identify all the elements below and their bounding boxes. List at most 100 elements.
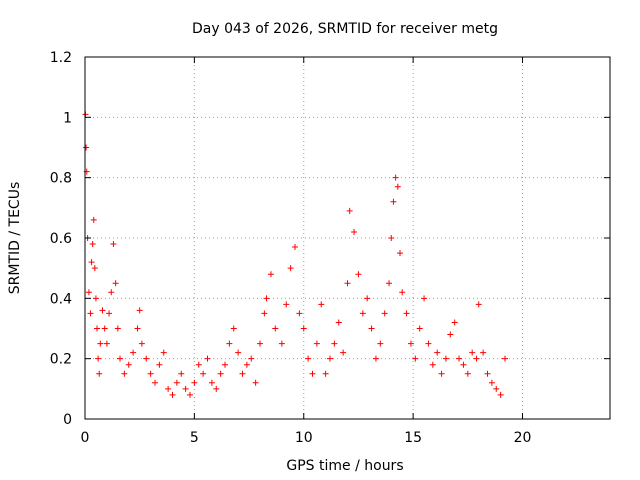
data-point xyxy=(83,144,90,151)
data-point xyxy=(460,361,467,368)
data-point xyxy=(90,216,97,223)
data-point xyxy=(88,259,95,266)
grid-lines xyxy=(85,57,610,419)
data-point xyxy=(322,370,329,377)
data-point xyxy=(390,198,397,205)
data-point xyxy=(429,361,436,368)
data-point xyxy=(112,280,119,287)
y-tick-labels: 0 0.2 0.4 0.6 0.8 1 1.2 xyxy=(50,50,72,428)
x-tick-label: 20 xyxy=(514,430,532,446)
data-point xyxy=(160,349,167,356)
x-tick-label: 0 xyxy=(81,430,90,446)
data-point xyxy=(438,370,445,377)
data-point xyxy=(278,340,285,347)
data-point xyxy=(442,355,449,362)
data-point xyxy=(178,370,185,377)
data-point xyxy=(182,385,189,392)
y-tick-label: 0.2 xyxy=(50,352,72,368)
data-point xyxy=(110,241,117,248)
data-point xyxy=(114,325,121,332)
data-point xyxy=(305,355,312,362)
data-point xyxy=(152,379,158,386)
data-point xyxy=(381,310,388,317)
data-point xyxy=(464,370,471,377)
data-point xyxy=(364,295,371,302)
data-point xyxy=(425,340,432,347)
data-point xyxy=(94,325,101,332)
data-point xyxy=(272,325,279,332)
data-point xyxy=(208,379,215,386)
data-point xyxy=(344,280,351,287)
data-point xyxy=(287,265,294,272)
x-tick-label: 15 xyxy=(404,430,422,446)
data-point xyxy=(475,301,482,308)
data-point xyxy=(89,241,96,248)
data-point xyxy=(204,355,211,362)
data-point xyxy=(388,235,395,241)
data-point xyxy=(488,379,495,386)
data-point xyxy=(108,289,115,296)
y-tick-label: 0.6 xyxy=(50,231,72,247)
data-point xyxy=(91,265,98,272)
data-point xyxy=(143,355,150,362)
data-point xyxy=(368,325,375,332)
data-point xyxy=(200,370,207,377)
data-point xyxy=(187,391,193,398)
x-tick-label: 5 xyxy=(190,430,199,446)
data-point xyxy=(403,310,410,317)
data-point xyxy=(397,250,403,257)
y-tick-label: 0 xyxy=(63,412,72,428)
y-tick-label: 1.2 xyxy=(50,50,72,66)
data-point xyxy=(372,355,379,362)
data-point xyxy=(502,355,508,362)
data-point xyxy=(313,340,320,347)
data-point xyxy=(355,271,362,278)
data-point xyxy=(239,370,246,377)
data-point xyxy=(469,349,476,356)
data-point xyxy=(99,307,106,314)
data-point xyxy=(346,207,353,214)
data-point xyxy=(147,370,154,377)
data-point xyxy=(407,340,414,347)
data-point xyxy=(480,349,487,356)
data-point xyxy=(103,340,110,347)
data-point xyxy=(377,340,384,347)
axis-ticks xyxy=(84,56,610,420)
data-point xyxy=(134,325,141,332)
data-point xyxy=(97,340,104,347)
data-point xyxy=(261,310,268,317)
data-point xyxy=(300,325,307,332)
data-point xyxy=(173,379,180,386)
data-point xyxy=(169,391,176,398)
data-point xyxy=(318,301,325,308)
data-point xyxy=(226,340,233,347)
data-point xyxy=(117,355,123,362)
data-point xyxy=(85,289,92,296)
data-point xyxy=(213,385,220,392)
data-point xyxy=(95,355,102,362)
data-points xyxy=(82,111,508,398)
data-point xyxy=(359,310,366,317)
data-point xyxy=(292,244,298,251)
data-point xyxy=(392,174,399,181)
data-point xyxy=(451,319,458,326)
data-point xyxy=(257,340,263,347)
data-point xyxy=(434,349,441,356)
data-point xyxy=(283,301,290,308)
data-point xyxy=(447,331,454,338)
data-point xyxy=(222,361,228,368)
data-point xyxy=(263,295,270,302)
y-tick-label: 0.8 xyxy=(50,171,72,187)
data-point xyxy=(243,361,250,368)
data-point xyxy=(252,379,259,386)
data-point xyxy=(156,361,163,368)
x-axis-label: GPS time / hours xyxy=(286,458,403,474)
data-point xyxy=(421,295,428,302)
x-tick-labels: 0 5 10 15 20 xyxy=(81,430,532,446)
y-axis-label: SRMTID / TECUs xyxy=(7,182,23,295)
data-point xyxy=(87,310,94,317)
data-point xyxy=(351,228,358,235)
data-point xyxy=(394,183,401,190)
data-point xyxy=(335,319,342,326)
